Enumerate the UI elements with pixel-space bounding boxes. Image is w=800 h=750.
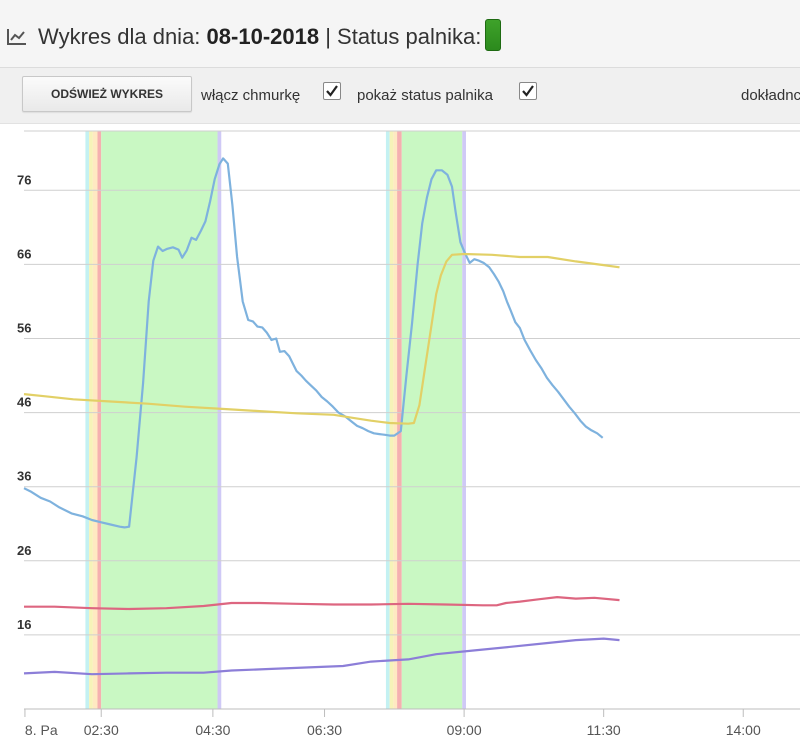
status-band-8 (393, 131, 398, 709)
burner-status-bands (85, 131, 466, 709)
status-band-4 (101, 131, 218, 709)
status-band-1 (89, 131, 93, 709)
x-tick-label: 06:30 (307, 722, 342, 738)
page-title: Wykres dla dnia: 08-10-2018 | Status pal… (38, 19, 502, 54)
chart-header: Wykres dla dnia: 08-10-2018 | Status pal… (0, 0, 800, 68)
y-axis-ticks: 16 26 36 46 56 66 76 (17, 172, 31, 632)
series-line-1 (23, 252, 620, 425)
x-tick-label: 14:00 (726, 722, 761, 738)
status-band-5 (217, 131, 222, 709)
series-line-0 (23, 157, 604, 529)
chart-grid (24, 130, 800, 710)
checkmark-icon (326, 85, 338, 97)
status-band-9 (397, 131, 402, 709)
status-band-11 (462, 131, 466, 709)
x-tick-label: 09:00 (447, 722, 482, 738)
x-tick-label: 02:30 (84, 722, 119, 738)
chart-series (23, 157, 620, 676)
status-band-10 (401, 131, 463, 709)
x-tick-label: 04:30 (195, 722, 230, 738)
title-prefix: Wykres dla dnia: (38, 23, 207, 49)
chart-date: 08-10-2018 (206, 23, 320, 49)
precision-label: dokładnc (741, 87, 800, 104)
y-tick-label: 26 (17, 543, 31, 558)
cloud-tooltip-checkbox[interactable] (323, 82, 341, 100)
burner-status-option-label: pokaż status palnika (357, 87, 493, 104)
y-tick-label: 16 (17, 617, 31, 632)
checkmark-icon (522, 85, 534, 97)
y-tick-label: 66 (17, 246, 31, 261)
status-band-3 (97, 131, 102, 709)
y-tick-label: 76 (17, 172, 31, 187)
line-chart-icon (7, 29, 26, 45)
x-tick-label: 11:30 (587, 722, 621, 738)
burner-status-checkbox[interactable] (519, 82, 537, 100)
status-band-6 (385, 131, 390, 709)
series-line-3 (23, 637, 620, 676)
status-band-0 (85, 131, 90, 709)
series-line-2 (24, 596, 620, 611)
y-tick-label: 46 (17, 395, 31, 410)
x-tick-label: 8. Pa (25, 722, 58, 738)
burner-status-label: | Status palnika: (319, 23, 482, 49)
chart-toolbar: ODŚWIEŻ WYKRES włącz chmurkę pokaż statu… (0, 68, 800, 124)
cloud-tooltip-label: włącz chmurkę (201, 87, 301, 104)
x-axis-ticks: 8. Pa 02:30 04:30 06:30 09:00 11:30 14:00 (24, 709, 761, 738)
y-tick-label: 56 (17, 320, 31, 335)
status-band-7 (389, 131, 394, 709)
y-tick-label: 36 (17, 469, 31, 484)
temperature-chart: 16 26 36 46 56 66 76 8. Pa 02:30 04:30 06:30 09:00… (17, 130, 800, 738)
status-band-2 (92, 131, 98, 709)
refresh-chart-button[interactable]: ODŚWIEŻ WYKRES (22, 76, 192, 112)
burner-status-indicator (485, 19, 502, 51)
